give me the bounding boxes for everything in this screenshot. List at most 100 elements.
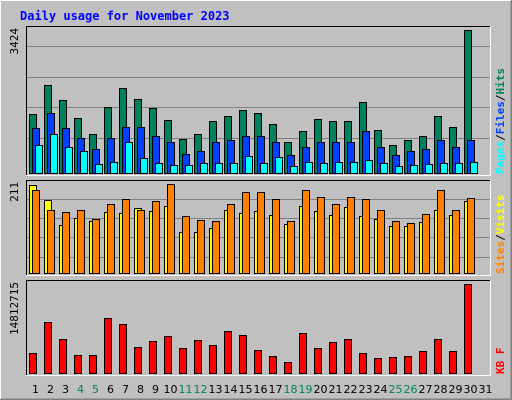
hits-files-pages-legend-item: Pages: [494, 141, 507, 174]
day-label: 17: [269, 383, 283, 396]
kbytes-bar-kb-f: [404, 356, 412, 374]
day-label: 30: [464, 383, 478, 396]
hits-files-pages-legend: Pages/Files/Hits: [494, 68, 507, 174]
hits-files-pages-bar-pages: [335, 162, 343, 174]
hits-files-pages-bar-pages: [470, 162, 478, 174]
kbytes-bar-kb-f: [269, 356, 277, 374]
day-label: 11: [179, 383, 193, 396]
hits-files-pages-bar-pages: [155, 163, 163, 174]
hits-files-pages-bar-pages: [35, 145, 43, 174]
visits-sites-bar-sites: [347, 197, 355, 274]
day-label: 26: [404, 383, 418, 396]
hits-files-pages-legend-item: /: [494, 134, 507, 141]
visits-sites-legend-item: /: [494, 234, 507, 241]
day-label: 6: [107, 383, 114, 396]
day-label: 13: [209, 383, 223, 396]
day-label: 27: [419, 383, 433, 396]
kbytes-bar-kb-f: [89, 355, 97, 374]
kbytes-bar-kb-f: [164, 336, 172, 374]
kbytes-bar-kb-f: [224, 331, 232, 374]
hits-files-pages-bar-pages: [380, 163, 388, 174]
hits-files-pages-bar-pages: [305, 162, 313, 174]
kbytes-legend: KB F: [494, 348, 507, 375]
visits-sites-bar-sites: [152, 201, 160, 274]
kbytes-bar-kb-f: [359, 353, 367, 374]
visits-sites-bar-sites: [47, 210, 55, 274]
hits-files-pages-bar-pages: [365, 160, 373, 174]
hits-files-pages-bar-pages: [260, 163, 268, 174]
kbytes-bar-kb-f: [119, 324, 127, 374]
hits-files-pages-bar-pages: [245, 156, 253, 174]
hits-files-pages-legend-item: /: [494, 94, 507, 101]
kbytes-bar-kb-f: [134, 347, 142, 374]
kbytes-bar-kb-f: [74, 355, 82, 374]
kbytes-bar-kb-f: [449, 351, 457, 374]
hits-files-pages-max-label: 3424: [8, 28, 21, 55]
visits-sites-bar-sites: [227, 204, 235, 274]
hits-files-pages-bar-pages: [65, 147, 73, 174]
kbytes-bar-kb-f: [29, 353, 37, 374]
chart-title: Daily usage for November 2023: [20, 9, 230, 23]
kbytes-bar-kb-f: [329, 342, 337, 374]
visits-sites-bar-sites: [32, 190, 40, 274]
visits-sites-bar-sites: [317, 197, 325, 274]
day-label: 21: [329, 383, 343, 396]
day-label: 29: [449, 383, 463, 396]
hits-files-pages-bar-pages: [455, 163, 463, 174]
visits-sites-bar-sites: [107, 204, 115, 274]
kbytes-bar-kb-f: [194, 340, 202, 374]
day-label: 8: [137, 383, 144, 396]
day-label: 7: [122, 383, 129, 396]
day-label: 31: [479, 383, 493, 396]
kbytes-bar-kb-f: [254, 350, 262, 374]
hits-files-pages-bar-pages: [290, 166, 298, 174]
day-label: 12: [194, 383, 208, 396]
kbytes-bar-kb-f: [284, 362, 292, 374]
visits-sites-bar-sites: [62, 212, 70, 274]
day-label: 19: [299, 383, 313, 396]
kbytes-bar-kb-f: [464, 284, 472, 374]
hits-files-pages-bar-pages: [440, 163, 448, 174]
hits-files-pages-bar-pages: [170, 165, 178, 174]
day-label: 14: [224, 383, 238, 396]
day-label: 2: [47, 383, 54, 396]
day-label: 23: [359, 383, 373, 396]
hits-files-pages-bar-pages: [215, 163, 223, 174]
kbytes-bar-kb-f: [179, 348, 187, 374]
visits-sites-bar-sites: [182, 216, 190, 274]
hits-files-pages-bar-pages: [80, 151, 88, 174]
kbytes-bar-kb-f: [149, 341, 157, 374]
kbytes-bar-kb-f: [239, 335, 247, 374]
visits-sites-bar-sites: [272, 199, 280, 274]
visits-sites-max-label: 211: [8, 182, 21, 202]
visits-sites-bar-sites: [467, 198, 475, 274]
day-label: 16: [254, 383, 268, 396]
visits-sites-bar-sites: [407, 223, 415, 274]
kbytes-bar-kb-f: [104, 318, 112, 374]
hits-files-pages-bar-pages: [275, 157, 283, 174]
day-label: 9: [152, 383, 159, 396]
kbytes-bar-kb-f: [434, 339, 442, 374]
hits-files-pages-bar-pages: [140, 158, 148, 174]
day-label: 28: [434, 383, 448, 396]
visits-sites-bar-sites: [122, 199, 130, 274]
visits-sites-bar-sites: [362, 199, 370, 274]
hits-files-pages-bar-pages: [95, 164, 103, 174]
day-label: 10: [164, 383, 178, 396]
visits-sites-legend-item: Visits: [494, 195, 507, 235]
kbytes-bar-kb-f: [374, 358, 382, 374]
visits-sites-bar-sites: [92, 219, 100, 274]
hits-files-pages-bar-pages: [410, 165, 418, 174]
visits-sites-bar-sites: [77, 210, 85, 274]
hits-files-pages-bar-pages: [125, 142, 133, 174]
x-axis-day-labels: 1 2 3 4 5 6 7 8 9 10 11 12 13 14 15 16 17 18 19 20 21 22 23 24 2…: [32, 383, 493, 396]
day-label: 4: [77, 383, 84, 396]
kbytes-bar-kb-f: [299, 333, 307, 374]
visits-sites-bar-sites: [332, 204, 340, 274]
kbytes-bar-kb-f: [314, 348, 322, 374]
hits-files-pages-bar-pages: [185, 165, 193, 174]
visits-sites-bar-sites: [377, 210, 385, 274]
kbytes-bar-kb-f: [44, 322, 52, 374]
kbytes-bar-kb-f: [209, 345, 217, 374]
